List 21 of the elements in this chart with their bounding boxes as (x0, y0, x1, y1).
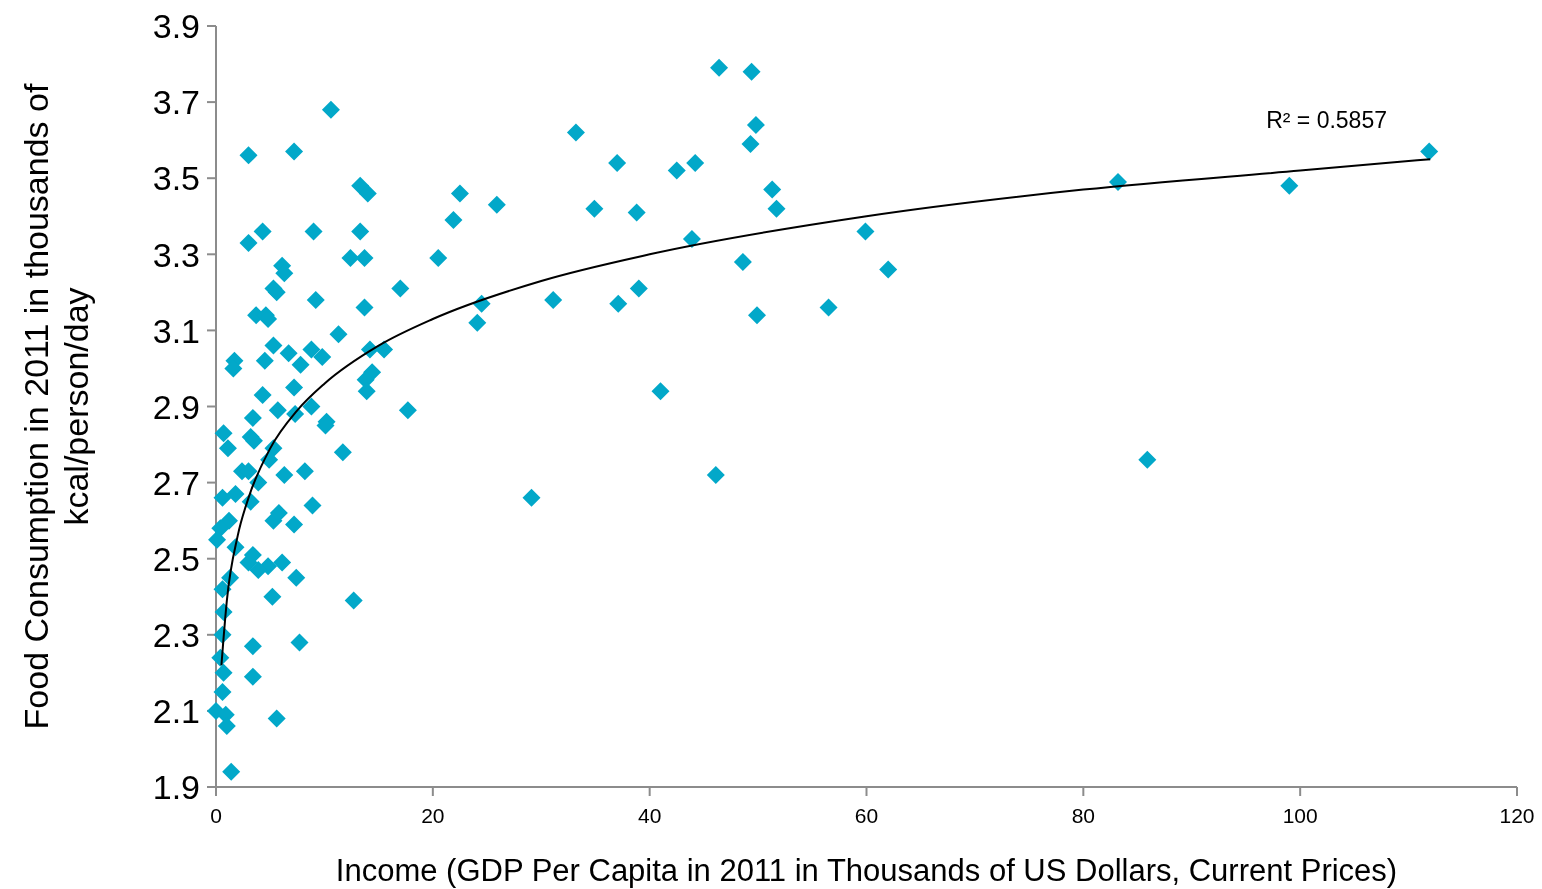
y-tick-label: 2.7 (152, 463, 200, 502)
y-tick-label: 2.5 (152, 539, 200, 578)
x-tick-label: 40 (637, 804, 662, 827)
x-tick-label: 120 (1499, 804, 1535, 827)
y-axis-title: Food Consumption in 2011 in thousands of kcal/person/day (17, 83, 95, 730)
x-tick-label: 60 (854, 804, 879, 827)
x-tick-label: 80 (1071, 804, 1096, 827)
y-tick-label: 3.7 (152, 83, 200, 122)
x-axis-title: Income (GDP Per Capita in 2011 in Thousands of US Dollars, Current Prices) (335, 853, 1398, 888)
y-tick-label: 2.1 (152, 692, 200, 731)
y-tick-label: 2.3 (152, 616, 200, 655)
y-tick-label: 1.9 (152, 768, 200, 807)
y-tick-label: 3.5 (152, 159, 200, 198)
y-tick-label: 3.1 (152, 311, 200, 350)
x-tick-label: 100 (1282, 804, 1318, 827)
y-tick-label: 3.3 (152, 235, 200, 274)
y-tick-label: 2.9 (152, 387, 200, 426)
x-tick-label: 0 (210, 804, 222, 827)
annotation: R² = 0.5857 (1266, 107, 1387, 133)
x-tick-label: 20 (421, 804, 445, 827)
y-tick-label: 3.9 (152, 7, 200, 46)
